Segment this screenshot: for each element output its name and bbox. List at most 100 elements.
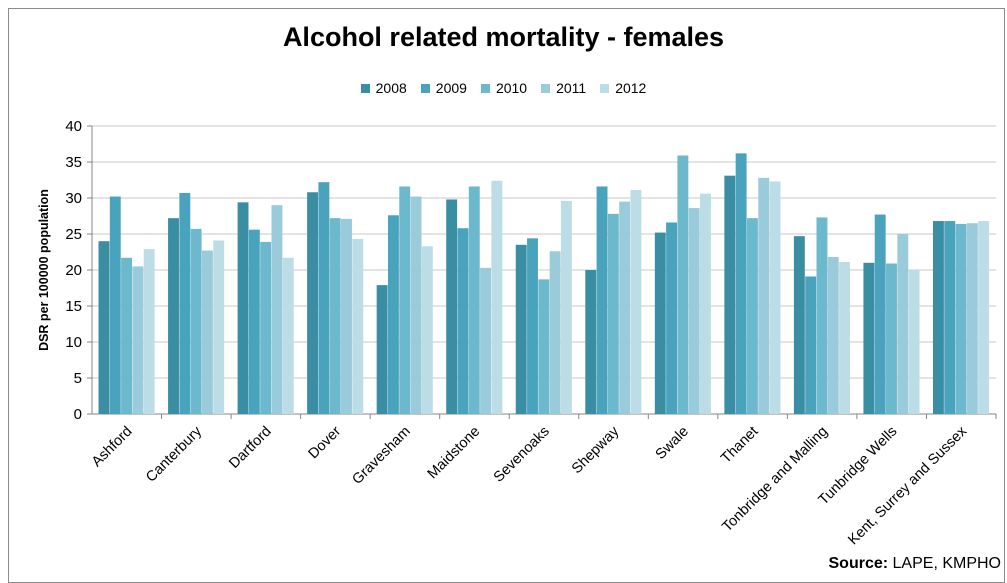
bar [190, 228, 202, 414]
x-tick-label: Ashford [89, 424, 136, 471]
bar [874, 214, 886, 414]
chart-legend: 2008 2009 2010 2011 2012 [0, 80, 1007, 96]
bar [399, 186, 411, 414]
legend-item: 2011 [541, 80, 586, 96]
bar [421, 246, 433, 414]
bar [491, 180, 503, 414]
bar [596, 186, 608, 414]
legend-swatch [420, 83, 430, 93]
bar [735, 153, 747, 415]
x-tick-label: Dover [306, 423, 345, 462]
bar [560, 200, 572, 414]
bar [179, 192, 191, 414]
bar [827, 257, 839, 414]
bar [121, 257, 133, 414]
bar [143, 249, 155, 414]
legend-item: 2009 [420, 80, 467, 96]
bar [758, 177, 770, 414]
x-tick-label: Maidstone [425, 424, 484, 483]
bar [132, 266, 144, 414]
bar [271, 205, 283, 414]
source-text: LAPE, KMPHO [888, 555, 1001, 572]
bar [955, 223, 967, 414]
bar [307, 192, 319, 414]
bar [282, 257, 294, 414]
y-tick-label: 40 [65, 118, 82, 135]
bar [318, 182, 330, 414]
legend-label: 2012 [615, 80, 647, 96]
bar [446, 199, 458, 414]
y-tick-label: 10 [65, 334, 82, 351]
bar [700, 193, 711, 414]
bar [410, 196, 422, 414]
legend-item: 2008 [360, 80, 407, 96]
y-tick-label: 15 [65, 298, 82, 315]
y-tick-label: 0 [74, 406, 82, 423]
y-tick-label: 20 [65, 262, 82, 279]
bar [932, 221, 944, 414]
x-tick-label: Gravesham [349, 424, 413, 488]
bar [863, 262, 875, 414]
chart-title: Alcohol related mortality - females [282, 22, 725, 52]
legend-item: 2012 [600, 80, 646, 96]
bar [237, 202, 249, 414]
bar [585, 270, 597, 414]
bar [769, 181, 781, 414]
bar [630, 190, 642, 414]
bar [109, 196, 121, 414]
bar [897, 234, 909, 414]
bar [387, 215, 399, 414]
y-tick-label: 30 [65, 190, 82, 207]
bar [457, 228, 469, 414]
x-tick-label: Kent, Surrey and Sussex [845, 423, 970, 548]
bar [978, 221, 990, 414]
bar [468, 186, 480, 414]
bar [201, 250, 213, 414]
x-tick-label: Shepway [569, 423, 623, 477]
source-label: Source: [828, 555, 889, 572]
x-tick-label: Swale [653, 424, 692, 463]
bar [341, 218, 352, 414]
x-tick-label: Dartford [226, 424, 274, 472]
bar [688, 208, 700, 414]
source-note: Source: LAPE, KMPHO [829, 555, 1002, 573]
bar [839, 262, 851, 414]
bar [619, 201, 631, 414]
bar [329, 218, 341, 414]
bar [527, 238, 538, 414]
bar [248, 229, 260, 414]
bar [549, 251, 561, 414]
y-tick-label: 35 [65, 154, 82, 171]
y-tick-label: 5 [74, 370, 82, 387]
bar [908, 270, 920, 414]
legend-swatch [541, 83, 551, 93]
bar [966, 223, 978, 414]
bar [515, 244, 527, 414]
bar [816, 217, 828, 414]
bar [98, 241, 110, 414]
legend-item: 2010 [480, 80, 528, 96]
bar [666, 222, 678, 414]
bar [724, 175, 736, 414]
bar [677, 155, 689, 414]
bar [746, 218, 758, 414]
bar [260, 241, 272, 414]
legend-label: 2008 [375, 80, 407, 96]
y-tick-label: 25 [65, 226, 82, 243]
legend-label: 2011 [556, 80, 587, 96]
bar [886, 263, 897, 414]
bar [607, 213, 619, 414]
bar [168, 218, 179, 414]
legend-label: 2010 [495, 80, 528, 96]
bar [538, 279, 550, 414]
bar [352, 239, 364, 414]
legend-swatch [480, 83, 490, 93]
bar [944, 221, 956, 414]
bar [213, 240, 225, 414]
x-tick-label: Canterbury [143, 423, 206, 486]
x-tick-label: Thanet [718, 424, 761, 467]
legend-swatch [600, 83, 610, 93]
bar [480, 267, 492, 414]
bar [654, 232, 666, 414]
